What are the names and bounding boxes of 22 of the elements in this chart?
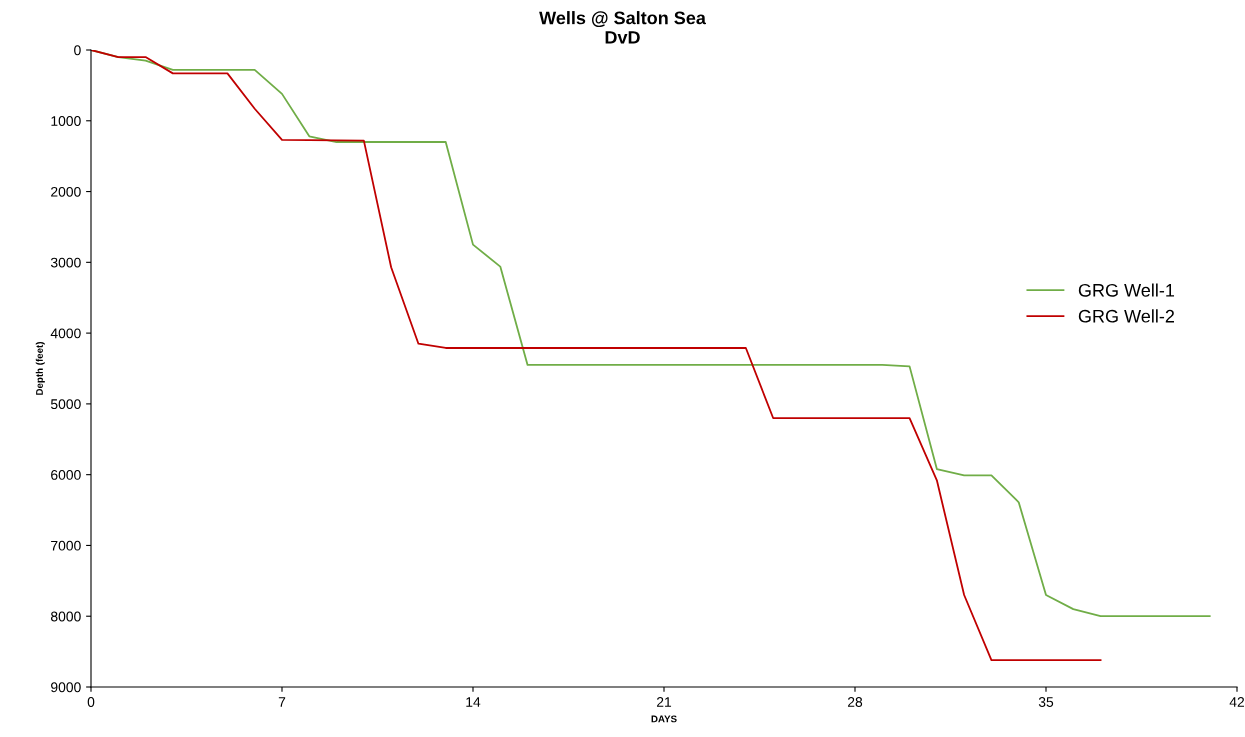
y-tick-label: 7000 <box>51 540 81 551</box>
x-tick-label: 35 <box>1038 697 1054 707</box>
x-tick-label: 21 <box>656 697 672 707</box>
y-tick-label: 0 <box>74 45 81 56</box>
chart-title: Wells @ Salton Sea DvD <box>539 11 707 44</box>
legend-label: GRG Well-2 <box>1078 309 1175 323</box>
y-axis-title: Depth (feet) <box>35 341 45 395</box>
x-tick-label: 14 <box>466 697 481 707</box>
x-tick-label: 0 <box>87 697 95 707</box>
x-tick-label: 28 <box>847 697 863 707</box>
y-tick-label: 4000 <box>50 328 81 339</box>
y-tick-label: 9000 <box>51 682 81 693</box>
legend-label: GRG Well-1 <box>1078 283 1175 297</box>
y-tick-label: 6000 <box>51 470 81 480</box>
y-tick-label: 8000 <box>50 611 81 622</box>
y-tick-label: 3000 <box>50 257 81 268</box>
y-tick-label: 1000 <box>51 116 81 126</box>
x-tick-label: 42 <box>1229 697 1245 707</box>
y-tick-label: 2000 <box>51 186 81 197</box>
y-tick-label: 5000 <box>50 399 81 410</box>
x-axis-title: DAYS <box>651 715 677 723</box>
x-tick-label: 7 <box>278 697 286 707</box>
